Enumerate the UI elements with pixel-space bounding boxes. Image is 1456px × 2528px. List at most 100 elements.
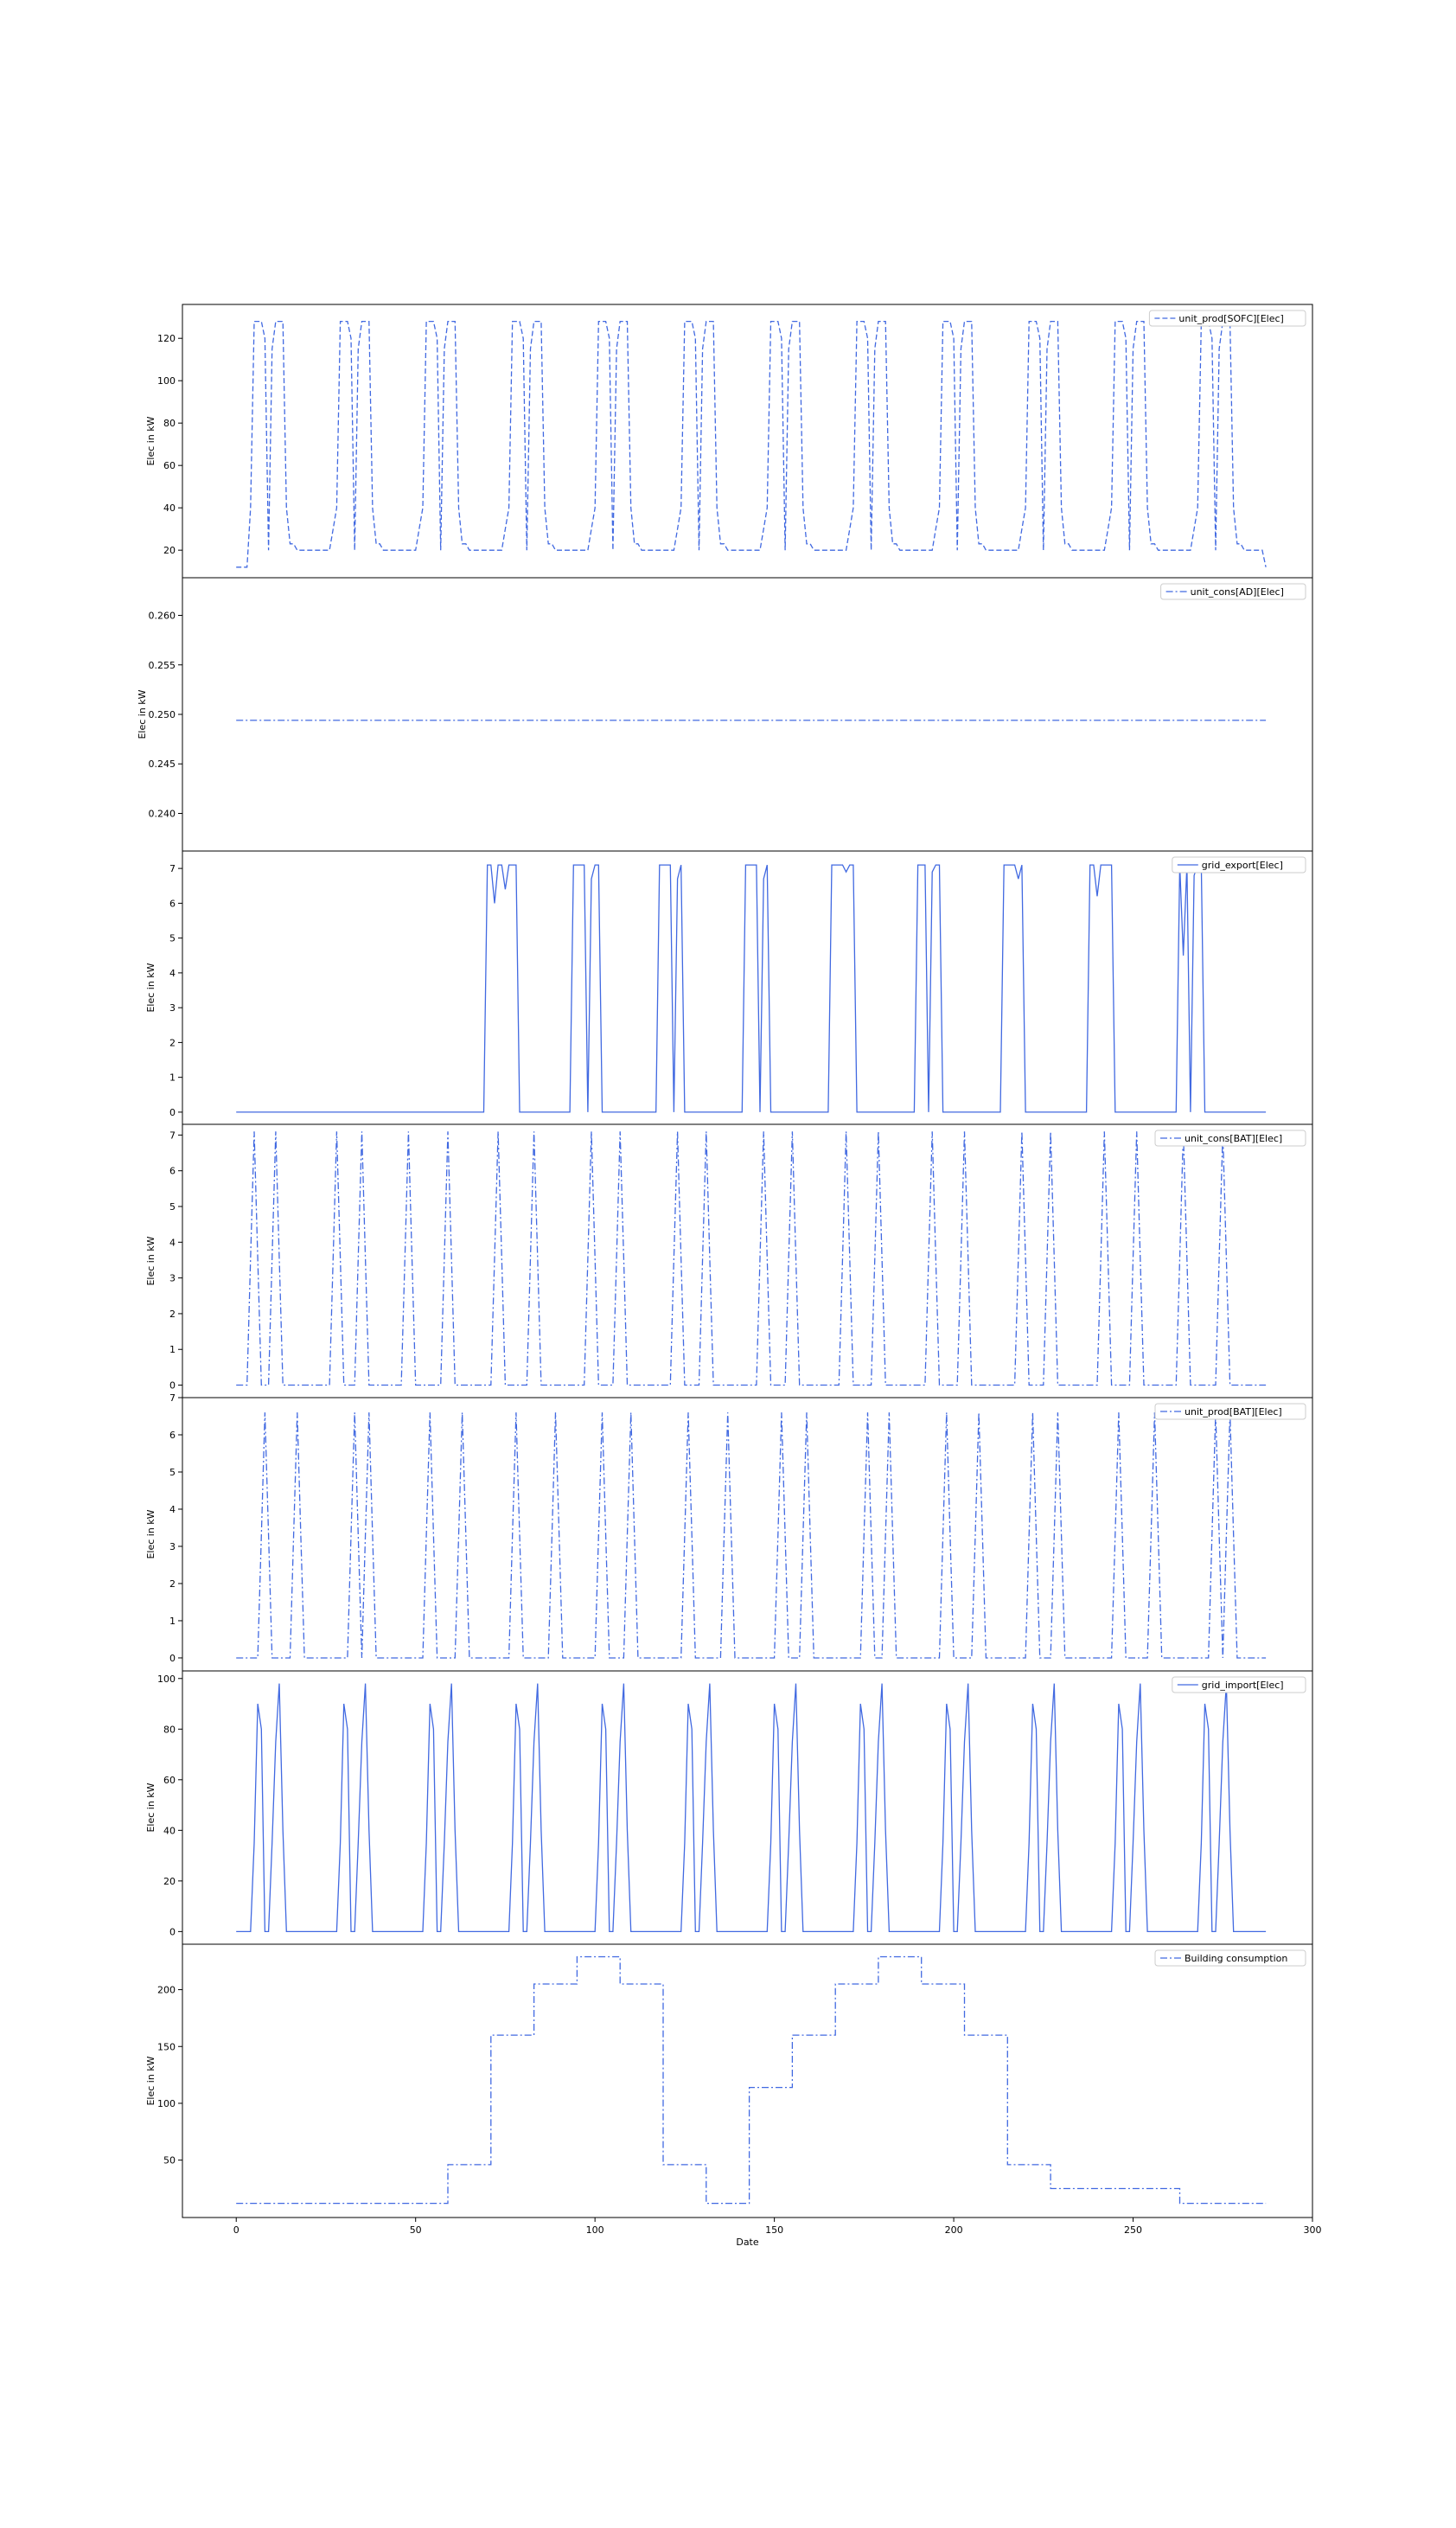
y-tick-label: 0 bbox=[169, 1380, 176, 1392]
y-tick-label: 100 bbox=[157, 2098, 176, 2109]
y-axis-label: Elec in kW bbox=[137, 689, 148, 739]
y-axis-label: Elec in kW bbox=[145, 1782, 156, 1832]
legend: unit_prod[BAT][Elec] bbox=[1154, 1403, 1306, 1420]
series-line bbox=[236, 1412, 1267, 1659]
y-tick-label: 20 bbox=[163, 545, 176, 556]
legend-label: grid_export[Elec] bbox=[1202, 860, 1283, 871]
series-line bbox=[236, 1131, 1267, 1386]
y-tick-label: 40 bbox=[163, 502, 176, 514]
legend-box bbox=[1160, 583, 1306, 600]
legend: grid_export[Elec] bbox=[1172, 856, 1306, 874]
x-tick-label: 250 bbox=[1124, 2224, 1142, 2236]
panel-4: 0 1 2 3 4 5 6 7 Elec in kW unit_cons[BAT][Elec] bbox=[145, 1123, 1313, 1398]
legend-box bbox=[1154, 1130, 1306, 1147]
y-tick-label: 6 bbox=[169, 1430, 176, 1441]
legend: unit_cons[AD][Elec] bbox=[1160, 583, 1306, 600]
y-tick-label: 2 bbox=[169, 1037, 176, 1048]
legend-box bbox=[1154, 1949, 1306, 1967]
y-tick-label: 0.245 bbox=[149, 758, 176, 770]
y-axis-label: Elec in kW bbox=[145, 963, 156, 1012]
legend-label: unit_cons[AD][Elec] bbox=[1191, 586, 1284, 598]
x-tick-label: 200 bbox=[945, 2224, 963, 2236]
y-tick-label: 4 bbox=[169, 1237, 176, 1248]
y-tick-label: 0.240 bbox=[149, 808, 176, 819]
legend: unit_cons[BAT][Elec] bbox=[1154, 1130, 1306, 1147]
legend-label: Building consumption bbox=[1185, 1953, 1287, 1964]
y-tick-label: 60 bbox=[163, 1775, 176, 1786]
axes-frame bbox=[182, 1943, 1313, 2218]
y-tick-label: 3 bbox=[169, 1273, 176, 1284]
legend-label: unit_cons[BAT][Elec] bbox=[1185, 1133, 1282, 1144]
y-tick-label: 60 bbox=[163, 460, 176, 471]
axes-frame bbox=[182, 850, 1313, 1125]
y-axis-label: Elec in kW bbox=[145, 1236, 156, 1285]
panel-3: 0 1 2 3 4 5 6 7 Elec in kW grid_export[Elec] bbox=[145, 850, 1313, 1125]
y-tick-label: 120 bbox=[157, 333, 176, 344]
y-tick-label: 100 bbox=[157, 1674, 176, 1685]
y-axis-label: Elec in kW bbox=[145, 2056, 156, 2105]
y-tick-label: 4 bbox=[169, 1504, 176, 1515]
y-tick-label: 0.255 bbox=[149, 660, 176, 671]
legend-box bbox=[1148, 310, 1306, 327]
y-tick-label: 6 bbox=[169, 1166, 176, 1177]
y-tick-label: 6 bbox=[169, 898, 176, 909]
y-tick-label: 50 bbox=[163, 2155, 176, 2166]
series-line bbox=[236, 1683, 1267, 1933]
axes-frame bbox=[182, 577, 1313, 852]
series-line bbox=[236, 864, 1267, 1113]
y-tick-label: 7 bbox=[169, 1130, 176, 1141]
panel-5: 0 1 2 3 4 5 6 7 Elec in kW unit_prod[BAT][Elec] bbox=[145, 1392, 1313, 1672]
y-tick-label: 0 bbox=[169, 1107, 176, 1118]
x-tick-label: 300 bbox=[1304, 2224, 1322, 2236]
y-tick-label: 1 bbox=[169, 1344, 176, 1355]
y-tick-label: 2 bbox=[169, 1578, 176, 1590]
y-tick-label: 150 bbox=[157, 2041, 176, 2052]
legend-label: unit_prod[SOFC][Elec] bbox=[1178, 313, 1283, 324]
legend: grid_import[Elec] bbox=[1172, 1676, 1306, 1693]
y-tick-label: 1 bbox=[169, 1072, 176, 1084]
y-tick-label: 7 bbox=[169, 1392, 176, 1404]
y-axis-label: Elec in kW bbox=[145, 416, 156, 465]
legend-box bbox=[1154, 1403, 1306, 1420]
y-tick-label: 4 bbox=[169, 968, 176, 979]
y-tick-label: 5 bbox=[169, 1467, 176, 1478]
legend: Building consumption bbox=[1154, 1949, 1306, 1967]
y-tick-label: 0 bbox=[169, 1926, 176, 1937]
legend-box bbox=[1172, 856, 1306, 874]
axes-frame bbox=[182, 1397, 1313, 1672]
y-tick-label: 3 bbox=[169, 1002, 176, 1014]
y-tick-label: 40 bbox=[163, 1825, 176, 1836]
panel-7: 50 100 150 200 Elec in kW Building consumptio… bbox=[145, 1943, 1313, 2218]
y-tick-label: 200 bbox=[157, 1985, 176, 1996]
x-tick-label: 150 bbox=[765, 2224, 783, 2236]
legend: unit_prod[SOFC][Elec] bbox=[1148, 310, 1306, 327]
y-tick-label: 80 bbox=[163, 1724, 176, 1735]
x-tick-label: 100 bbox=[586, 2224, 604, 2236]
x-tick-label: 0 bbox=[233, 2224, 239, 2236]
panel-1: 20 40 60 80 100 120 Elec in kW unit_prod[SOFC][… bbox=[145, 304, 1313, 579]
y-tick-label: 5 bbox=[169, 1201, 176, 1213]
legend-label: unit_prod[BAT][Elec] bbox=[1185, 1406, 1282, 1418]
y-tick-label: 3 bbox=[169, 1541, 176, 1552]
y-tick-label: 0.250 bbox=[149, 709, 176, 720]
x-tick-label: 50 bbox=[410, 2224, 422, 2236]
y-tick-label: 0.260 bbox=[149, 611, 176, 622]
y-tick-label: 20 bbox=[163, 1876, 176, 1887]
y-tick-label: 80 bbox=[163, 418, 176, 429]
series-line bbox=[236, 320, 1267, 568]
y-tick-label: 2 bbox=[169, 1309, 176, 1320]
legend-label: grid_import[Elec] bbox=[1202, 1680, 1284, 1691]
legend-box bbox=[1172, 1676, 1306, 1693]
y-tick-label: 7 bbox=[169, 863, 176, 874]
y-tick-label: 1 bbox=[169, 1616, 176, 1627]
series-line bbox=[236, 1955, 1267, 2205]
x-axis-label: Date bbox=[736, 2237, 759, 2248]
y-tick-label: 5 bbox=[169, 933, 176, 944]
y-tick-label: 100 bbox=[157, 375, 176, 387]
panel-2: 0.240 0.245 0.250 0.255 0.260 Elec in kW unit_… bbox=[137, 577, 1313, 852]
y-axis-label: Elec in kW bbox=[145, 1509, 156, 1558]
axes-frame bbox=[182, 304, 1313, 579]
panel-6: 0 20 40 60 80 100 Elec in kW grid_import[Elec] bbox=[145, 1670, 1313, 1945]
y-tick-label: 0 bbox=[169, 1653, 176, 1664]
